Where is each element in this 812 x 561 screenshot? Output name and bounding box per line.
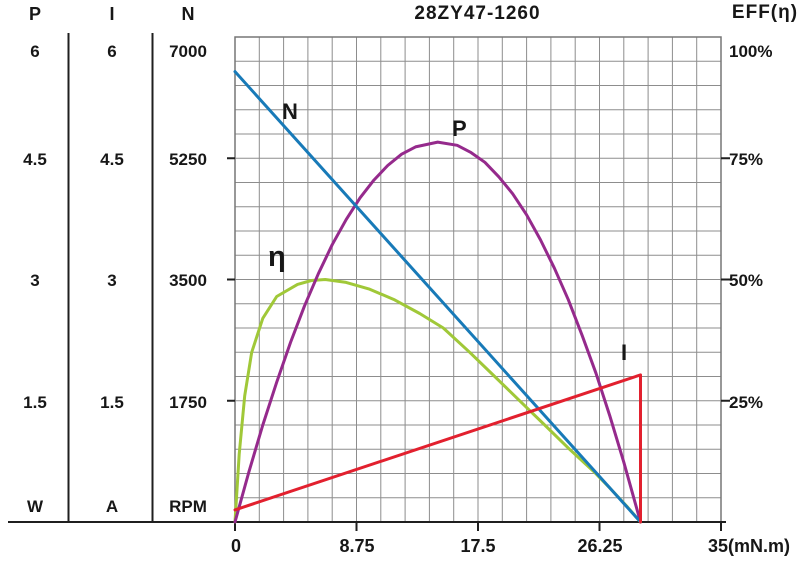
i-axis-header: I	[109, 4, 115, 24]
p-axis-tick-6: 6	[30, 42, 40, 61]
n-axis-unit: RPM	[169, 497, 207, 516]
n-axis-tick-1750: 1750	[169, 393, 207, 412]
n-axis-tick-5250: 5250	[169, 150, 207, 169]
current-curve-label: I	[621, 340, 628, 365]
x-axis-tick-8-75: 8.75	[339, 536, 375, 556]
x-axis-tick-17-5: 17.5	[460, 536, 496, 556]
p-axis-header: P	[28, 4, 41, 24]
power-curve-label: P	[452, 116, 467, 141]
p-axis-tick-4-5: 4.5	[23, 150, 47, 169]
x-axis-tick-35-unit: 35(mN.m)	[708, 536, 791, 556]
speed-curve-label: N	[282, 99, 298, 124]
eff-axis-tick-75: 75%	[729, 150, 764, 169]
x-axis-tick-26-25: 26.25	[577, 536, 623, 556]
chart-title: 28ZY47-1260	[414, 3, 541, 24]
x-axis-tick-0: 0	[230, 536, 241, 556]
i-axis-tick-4-5: 4.5	[100, 150, 124, 169]
eff-axis-tick-50: 50%	[729, 271, 764, 290]
p-axis-unit: W	[26, 497, 44, 516]
i-axis-tick-3: 3	[107, 271, 117, 290]
eff-axis-tick-25: 25%	[729, 393, 764, 412]
n-axis-tick-7000: 7000	[169, 42, 207, 61]
p-axis-tick-1-5: 1.5	[23, 393, 47, 412]
i-axis-unit: A	[105, 497, 119, 516]
p-axis-tick-3: 3	[30, 271, 40, 290]
eff-axis-tick-100: 100%	[729, 42, 773, 61]
i-axis-tick-6: 6	[107, 42, 117, 61]
efficiency-curve-label: η	[268, 241, 286, 273]
i-axis-tick-1-5: 1.5	[100, 393, 124, 412]
eff-axis-header: EFF(η)	[731, 2, 799, 23]
n-axis-tick-3500: 3500	[169, 271, 207, 290]
n-axis-header: N	[181, 4, 195, 24]
